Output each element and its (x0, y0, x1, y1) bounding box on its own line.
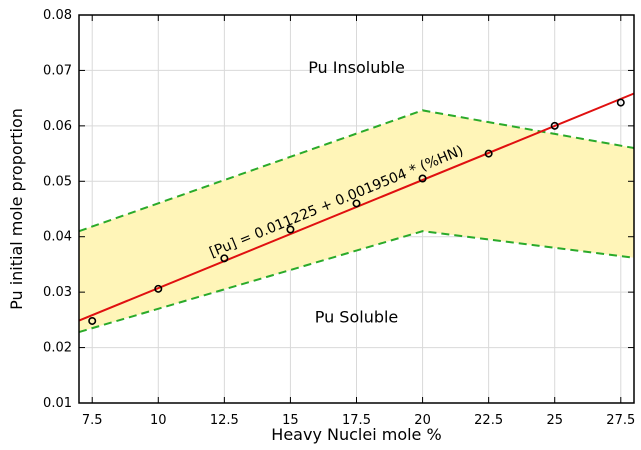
x-tick-label: 27.5 (606, 413, 635, 428)
data-point (616, 98, 625, 107)
x-tick-labels: 7.5 10 12.5 15 17.5 20 22.5 25 27.5 (82, 413, 635, 428)
band-upper-edge (78, 109, 635, 233)
y-tick-label: 0.01 (43, 396, 72, 411)
y-axis-title: Pu initial mole proportion (7, 108, 26, 310)
annotation-insoluble: Pu Insoluble (308, 58, 405, 77)
data-point (550, 121, 559, 130)
y-tick-label: 0.03 (43, 285, 72, 300)
y-tick-label: 0.04 (43, 230, 72, 245)
y-tick-label: 0.08 (43, 8, 72, 23)
tick-marks (79, 14, 634, 404)
x-tick-label: 22.5 (474, 413, 503, 428)
x-tick-label: 17.5 (342, 413, 371, 428)
x-tick-label: 20 (414, 413, 431, 428)
annotation-soluble: Pu Soluble (315, 308, 399, 327)
y-tick-label: 0.07 (43, 63, 72, 78)
data-points (88, 98, 625, 325)
x-axis-title: Heavy Nuclei mole % (271, 425, 441, 444)
y-tick-label: 0.06 (43, 119, 72, 134)
data-point (286, 225, 295, 234)
data-point (418, 174, 427, 183)
solubility-band-fill (79, 110, 634, 333)
data-point (484, 149, 493, 158)
data-point (352, 199, 361, 208)
y-tick-label: 0.02 (43, 341, 72, 356)
data-point (220, 254, 229, 263)
x-tick-label: 15 (282, 413, 299, 428)
y-tick-labels: 0.01 0.02 0.03 0.04 0.05 0.06 0.07 0.08 (43, 8, 72, 411)
x-tick-label: 25 (546, 413, 563, 428)
y-tick-label: 0.05 (43, 174, 72, 189)
band-lower-edge (78, 230, 635, 334)
x-tick-label: 10 (150, 413, 167, 428)
x-tick-label: 7.5 (82, 413, 103, 428)
data-point (88, 316, 97, 325)
data-point (154, 284, 163, 293)
x-tick-label: 12.5 (210, 413, 239, 428)
